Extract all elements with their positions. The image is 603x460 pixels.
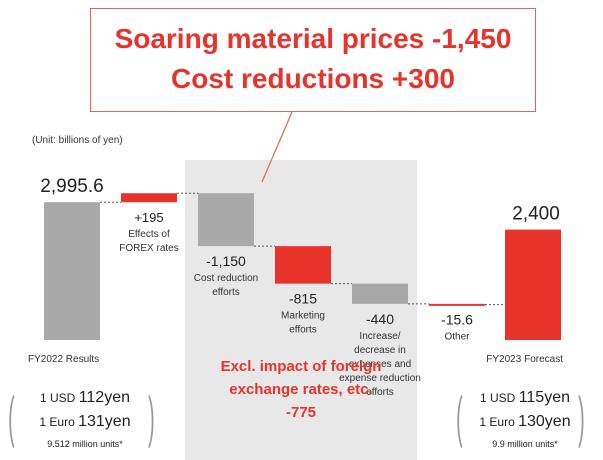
desc-forex-0: Effects of (128, 229, 170, 240)
fy2023-euro-row: 1 Euro 130yen (460, 413, 590, 431)
fy2022-units: 9.512 million units* (47, 439, 123, 449)
fy2022-usd-row: 1 USD 112yen (20, 389, 150, 407)
fy2023-euro-value: 130yen (518, 413, 571, 430)
fy2022-euro-prefix: 1 Euro (39, 415, 79, 429)
desc-other-0: Other (444, 332, 470, 343)
desc-forex-1: FOREX rates (119, 243, 178, 254)
fy2023-usd-value: 115yen (518, 389, 570, 406)
desc-costred-1: efforts (212, 287, 240, 298)
value-label-fy2023: 2,400 (512, 204, 560, 225)
fy2023-usd-prefix: 1 USD (480, 391, 519, 405)
excl-value: -775 (285, 404, 317, 421)
bar-fy2023 (505, 229, 561, 340)
unit-label: (Unit: billions of yen) (32, 135, 123, 146)
desc-costred-0: Cost reduction (194, 273, 258, 284)
value-label-fy2022: 2,995.6 (40, 176, 103, 197)
bar-costred (198, 193, 254, 247)
fy2022-usd-value: 112yen (78, 389, 130, 406)
fy2023-units: 9.9 million units* (492, 439, 558, 449)
callout-box: Soaring material prices -1,450 Cost redu… (90, 8, 536, 112)
value-label-other: -15.6 (441, 312, 473, 328)
fy2022-rates: 1 USD 112yen 1 Euro 131yen 9.512 million… (20, 387, 150, 455)
fy2023-euro-prefix: 1 Euro (479, 415, 519, 429)
desc-marketing-1: efforts (289, 325, 317, 336)
fy2023-usd-row: 1 USD 115yen (460, 389, 590, 407)
excl-note: Excl. impact of foreign exchange rates, … (185, 355, 417, 424)
paren-right-2023: ) (578, 385, 585, 448)
desc-expenses-4: efforts (366, 387, 394, 398)
axis-label-fy2022: FY2022 Results (28, 354, 99, 365)
value-label-forex: +195 (134, 210, 163, 225)
bar-expenses (352, 283, 408, 304)
desc-expenses-0: Increase/ (359, 331, 400, 342)
paren-right-2022: ) (148, 385, 155, 448)
desc-expenses-1: decrease in (354, 345, 406, 356)
bar-marketing (275, 246, 331, 284)
desc-marketing-0: Marketing (281, 311, 325, 322)
desc-expenses-3: expense reduction (339, 373, 421, 384)
fy2023-rates: 1 USD 115yen 1 Euro 130yen 9.9 million u… (460, 387, 590, 455)
axis-label-fy2023: FY2023 Forecast (486, 354, 563, 365)
value-label-expenses: -440 (366, 311, 394, 327)
callout-line-material: Soaring material prices -1,450 (114, 23, 512, 54)
callout-pointer (261, 111, 293, 183)
value-label-marketing: -815 (289, 291, 317, 307)
excl-line1: Excl. impact of foreign (220, 358, 382, 375)
bar-forex (121, 193, 177, 203)
paren-left-2023: ( (456, 385, 463, 448)
fy2022-usd-prefix: 1 USD (40, 391, 79, 405)
paren-left-2022: ( (8, 385, 15, 448)
excl-line2: exchange rates, etc. (229, 381, 373, 398)
bar-other (429, 303, 485, 306)
desc-expenses-2: expenses and (349, 359, 411, 370)
fy2022-euro-value: 131yen (78, 413, 131, 430)
value-label-costred: -1,150 (206, 253, 246, 269)
callout-line-cost: Cost reductions +300 (171, 63, 455, 94)
fy2022-euro-row: 1 Euro 131yen (20, 413, 150, 431)
bar-fy2022 (44, 202, 100, 340)
